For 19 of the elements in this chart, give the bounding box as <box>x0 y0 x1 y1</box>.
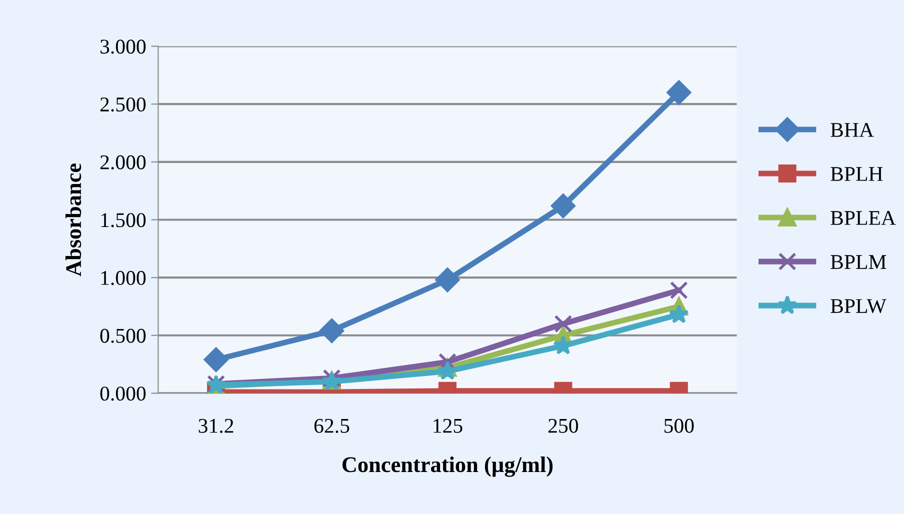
x-tick-label: 500 <box>664 418 694 433</box>
legend-label: BPLH <box>830 167 883 181</box>
y-tick-label: 2.500 <box>100 97 146 112</box>
y-tick-label: 2.000 <box>100 155 146 170</box>
x-tick-label: 250 <box>548 418 578 433</box>
y-tick-label: 0.000 <box>100 386 146 401</box>
y-tick-label: 3.000 <box>100 40 146 54</box>
legend-label: BPLW <box>830 299 886 314</box>
y-tick-label: 1.000 <box>101 270 146 286</box>
x-tick-label: 125 <box>434 418 462 433</box>
y-tick-label: 0.500 <box>100 328 146 343</box>
legend-label: BPLEA <box>830 211 896 225</box>
y-axis-title: Absorbance <box>65 164 82 276</box>
legend-label: BHA <box>830 123 874 137</box>
x-axis-title: Concentration (µg/ml) <box>342 456 553 477</box>
x-tick-label: 31.2 <box>198 418 234 433</box>
x-tick-label: 62.5 <box>314 418 350 433</box>
y-tick-label: 1.500 <box>101 213 146 228</box>
legend-label: BPLM <box>830 255 886 269</box>
